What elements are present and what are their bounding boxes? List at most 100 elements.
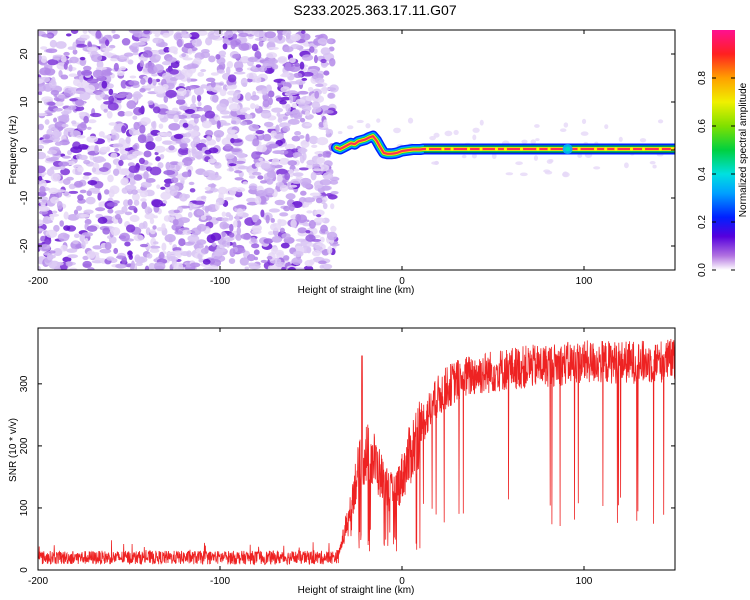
noise-speckle [38,206,50,212]
noise-speckle [272,150,284,155]
noise-speckle [652,164,657,169]
noise-speckle [215,201,220,211]
noise-speckle [251,65,256,70]
snr-y-ticks: 0 100 200 300 [19,375,675,573]
noise-speckle [73,233,80,239]
noise-speckle [265,214,270,224]
noise-speckle [618,136,623,142]
noise-speckle [305,234,316,242]
noise-speckle [256,144,268,153]
noise-speckle [302,152,307,161]
noise-speckle [316,214,322,218]
noise-speckle [236,220,242,228]
noise-speckle [236,226,241,236]
noise-speckle [83,65,92,71]
noise-speckle [329,180,339,185]
noise-speckle [346,125,354,130]
noise-speckle [434,161,439,165]
noise-speckle [471,153,477,159]
noise-speckle [204,110,216,119]
noise-speckle [54,141,63,146]
noise-speckle [330,225,337,233]
noise-speckle [176,95,186,100]
noise-speckle [42,139,54,143]
noise-speckle [95,30,102,39]
noise-speckle [253,249,260,256]
noise-speckle [125,224,136,233]
noise-speckle [505,172,514,176]
noise-speckle [291,135,301,142]
noise-speckle [152,225,157,230]
signal-track-bead [503,147,508,151]
noise-speckle [291,102,297,109]
noise-speckle [164,233,176,243]
snr-y-tick-label: 0 [19,567,30,573]
noise-speckle [99,248,112,254]
noise-speckle [210,72,219,76]
noise-speckle [173,262,184,270]
noise-speckle [210,174,222,181]
noise-speckle [303,43,311,47]
noise-speckle [113,247,119,255]
noise-speckle [317,38,328,45]
noise-speckle [56,200,63,210]
noise-speckle [327,246,333,255]
noise-speckle [80,121,87,129]
snr-x-tick-label: -100 [210,576,230,587]
noise-speckle [247,56,258,63]
noise-speckle [44,236,52,245]
noise-speckle [163,170,176,176]
noise-speckle [302,183,312,189]
noise-speckle [298,102,307,109]
noise-speckle [238,32,249,37]
noise-speckle [318,260,327,265]
noise-speckle [72,49,78,55]
noise-speckle [234,177,244,181]
noise-speckle [327,92,334,99]
noise-speckle [200,195,207,200]
noise-speckle [262,60,275,69]
noise-speckle [106,256,115,261]
noise-speckle [254,37,266,42]
noise-speckle [222,237,235,241]
noise-speckle [191,146,197,155]
noise-speckle [229,223,234,233]
noise-speckle [226,60,234,69]
noise-speckle [577,153,583,158]
noise-speckle [110,226,121,236]
noise-speckle [70,30,79,35]
noise-speckle [213,248,224,257]
noise-speckle [60,55,67,63]
noise-speckle [91,167,97,173]
noise-speckle [53,224,60,232]
noise-speckle [124,211,133,216]
noise-speckle [219,221,229,230]
noise-speckle [290,33,301,42]
spectrogram-x-ticks: -200 -100 0 100 [28,30,593,287]
noise-speckle [178,217,190,224]
noise-speckle [268,46,279,50]
noise-speckle [316,157,326,164]
noise-speckle [265,84,272,93]
noise-speckle [131,42,140,47]
noise-speckle [175,74,186,80]
noise-speckle [330,203,335,210]
noise-speckle [287,160,298,166]
noise-speckle [133,199,140,206]
noise-speckle [131,189,138,195]
noise-speckle [60,74,69,80]
noise-speckle [320,58,327,64]
noise-speckle [265,52,278,59]
noise-speckle [222,43,228,50]
noise-speckle [38,219,44,227]
noise-speckle [83,172,92,176]
noise-speckle [139,190,149,198]
noise-speckle [491,153,497,159]
noise-speckle [182,122,189,128]
noise-speckle [50,172,61,182]
noise-speckle [161,242,167,251]
noise-speckle [292,250,304,258]
noise-speckle [110,152,118,159]
noise-speckle [300,140,309,145]
noise-speckle [148,262,156,270]
